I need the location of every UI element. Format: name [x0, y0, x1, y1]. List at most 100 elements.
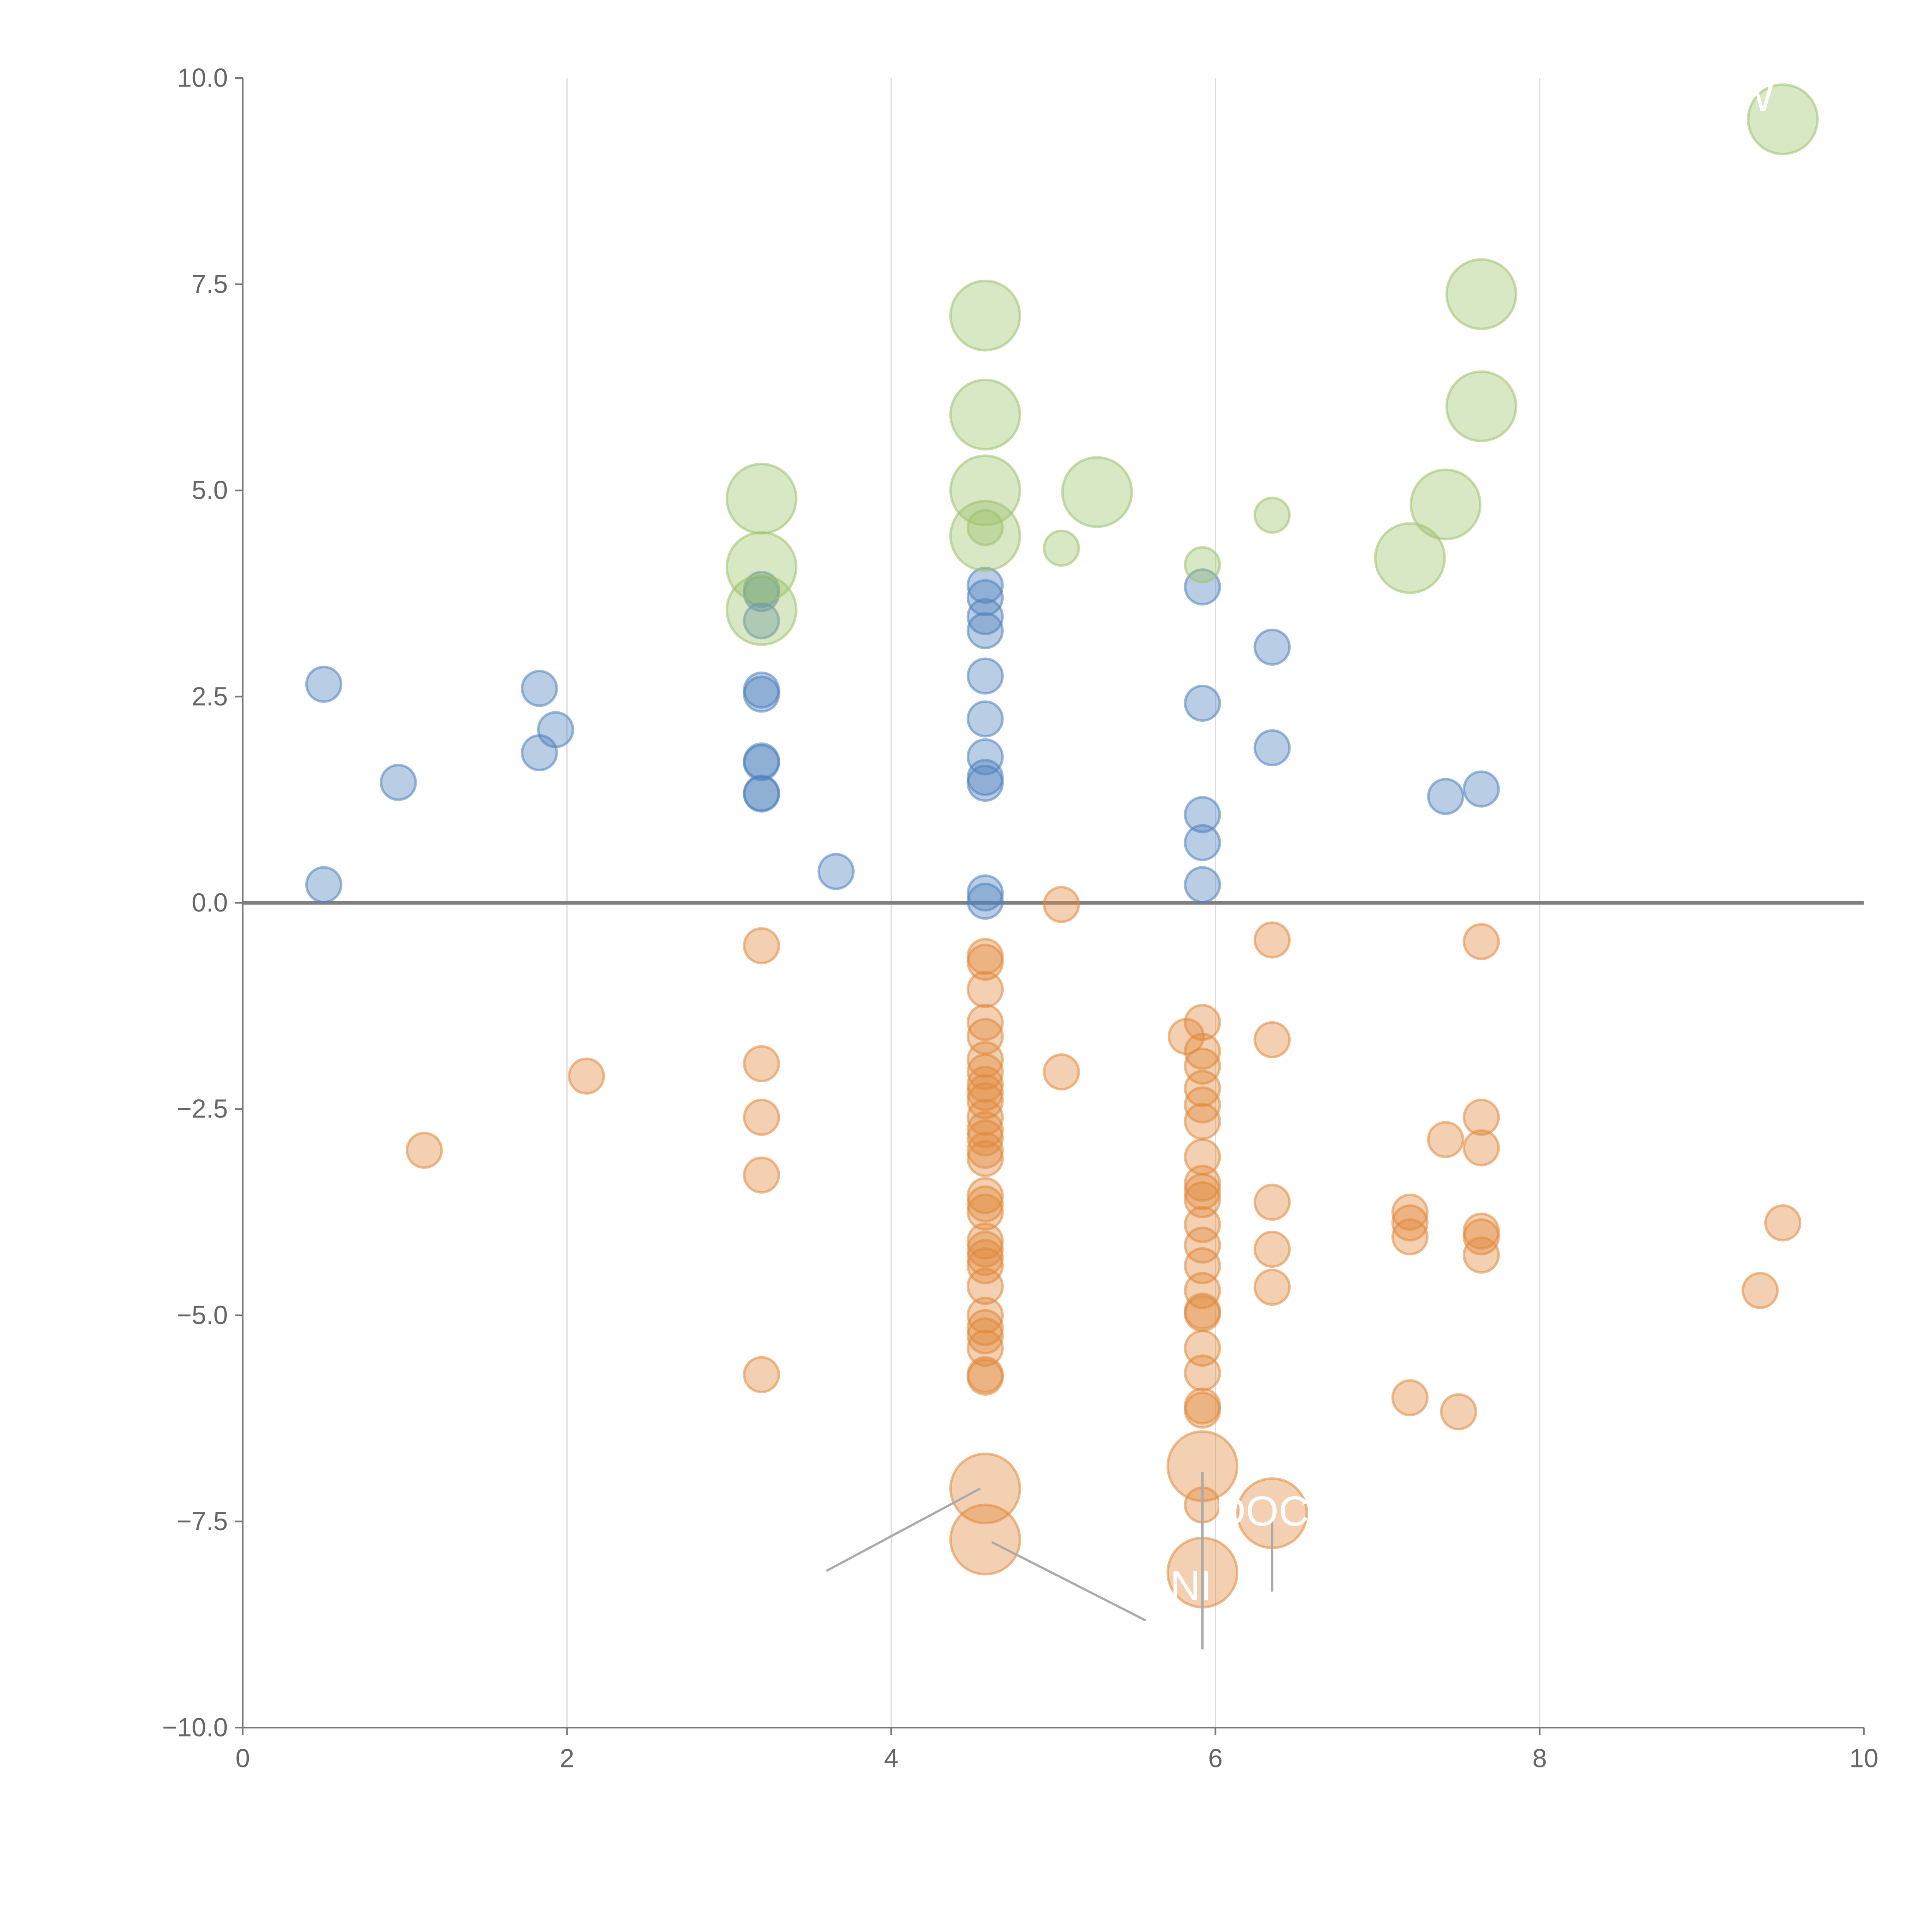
data-point-green [966, 509, 1004, 546]
data-point-green [1445, 370, 1517, 442]
data-point-orange [966, 1099, 1004, 1136]
data-point-orange [966, 1053, 1004, 1091]
x-tick-label: 8 [1532, 1744, 1547, 1773]
data-point-blue [1463, 770, 1500, 808]
data-point-orange [568, 1057, 605, 1095]
data-point-orange [1463, 1236, 1500, 1274]
data-point-orange [1184, 1173, 1221, 1210]
data-point-orange [1391, 1379, 1429, 1417]
data-point-green [725, 574, 798, 646]
data-point-orange [1184, 1003, 1221, 1041]
data-point-blue [1184, 866, 1221, 903]
data-point-blue [537, 711, 575, 748]
x-tick-label: 6 [1208, 1744, 1223, 1773]
data-point-green [1061, 456, 1133, 528]
data-point-orange [1253, 1021, 1291, 1058]
data-point-blue [743, 775, 780, 813]
data-point-green [1445, 258, 1517, 330]
data-point-blue [743, 602, 780, 639]
data-point-orange [1764, 1204, 1802, 1242]
data-point-orange [1184, 1048, 1221, 1085]
data-point-blue [1253, 628, 1291, 666]
data-point-blue [966, 579, 1004, 616]
axes [235, 77, 1865, 1735]
data-point-blue [743, 675, 780, 713]
data-point-blue [966, 598, 1004, 635]
data-point-orange [743, 1099, 780, 1136]
data-point-orange [966, 1185, 1004, 1223]
data-point-blue [1427, 778, 1464, 815]
annotation-label: NI [1170, 1562, 1212, 1609]
data-point-orange [1253, 1269, 1291, 1306]
data-point-green [949, 500, 1021, 572]
data-point-green [725, 531, 798, 603]
annotation-label: W [1734, 73, 1774, 120]
data-point-orange [966, 944, 1004, 981]
data-point-orange [1463, 1099, 1500, 1136]
data-point-orange [966, 1140, 1004, 1177]
data-point-orange [1391, 1204, 1429, 1242]
data-point-blue [1184, 568, 1221, 606]
data-point-orange [966, 1317, 1004, 1355]
x-tick-label: 4 [884, 1744, 898, 1773]
y-tick-label: −2.5 [177, 1095, 228, 1124]
data-point-blue [817, 853, 855, 890]
data-point-blue [743, 744, 780, 781]
y-tick-label: 2.5 [192, 682, 228, 711]
data-point-orange [949, 1503, 1021, 1576]
data-point-orange [1184, 1226, 1221, 1264]
data-point-orange [949, 1452, 1021, 1525]
x-tick-label: 10 [1849, 1744, 1878, 1773]
data-point-orange [966, 1358, 1004, 1396]
data-point-green [949, 378, 1021, 451]
data-point-orange [966, 1296, 1004, 1334]
x-tick-label: 0 [235, 1744, 250, 1773]
y-tick-label: −7.5 [177, 1507, 228, 1536]
data-point-blue [966, 874, 1004, 912]
data-point-blue [966, 883, 1004, 920]
data-point-blue [966, 657, 1004, 695]
data-point-orange [1440, 1393, 1477, 1430]
data-point-orange [1043, 886, 1080, 923]
data-point-green [1410, 468, 1482, 541]
data-point-blue [1253, 729, 1291, 767]
y-tick-label: 0.0 [192, 888, 228, 917]
data-point-orange [966, 1119, 1004, 1156]
data-point-orange [966, 1131, 1004, 1169]
data-point-blue [305, 866, 343, 903]
data-point-green [1043, 529, 1080, 567]
y-tick-label: −10.0 [162, 1713, 228, 1742]
data-point-green [1184, 546, 1221, 583]
x-tick-label: 2 [560, 1744, 574, 1773]
data-point-orange [1463, 1129, 1500, 1167]
data-point-orange [743, 1156, 780, 1194]
data-point-orange [966, 1268, 1004, 1305]
data-point-blue [1184, 824, 1221, 861]
data-point-orange [1463, 923, 1500, 960]
data-point-orange [1043, 1053, 1080, 1091]
data-point-blue [966, 738, 1004, 776]
data-point-orange [1184, 1391, 1221, 1429]
data-point-green [725, 463, 798, 535]
data-point-orange [1184, 1206, 1221, 1243]
data-point-orange [966, 1193, 1004, 1231]
data-point-orange [966, 1111, 1004, 1148]
data-point-orange [1391, 1218, 1429, 1256]
data-point-orange [966, 1330, 1004, 1367]
data-point-blue [1184, 796, 1221, 833]
data-point-blue [1184, 684, 1221, 722]
data-point-blue [966, 700, 1004, 738]
data-point-orange [1184, 1295, 1221, 1332]
data-point-orange [1253, 1230, 1291, 1268]
data-point-orange [1253, 921, 1291, 959]
annotation-label: DOC [1216, 1488, 1309, 1535]
data-point-orange [406, 1131, 443, 1169]
data-point-orange [1184, 1032, 1221, 1070]
y-tick-label: −5.0 [177, 1301, 228, 1330]
data-point-orange [966, 1247, 1004, 1284]
data-point-blue [966, 612, 1004, 650]
data-point-orange [966, 1239, 1004, 1276]
tick-labels: 0 2 4 6 8 10 10.0 7.5 5.0 2.5 0.0 −2.5 −5.0 −7.5 −10.0 [162, 63, 1878, 1773]
annotation-leader-line [991, 1541, 1146, 1622]
